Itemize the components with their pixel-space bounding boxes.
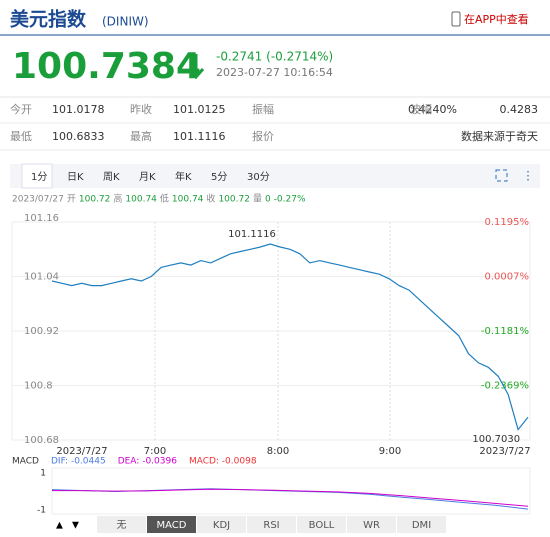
- price-line: [51, 243, 529, 431]
- indicator-tab-label: KDJ: [213, 520, 230, 531]
- tab[interactable]: 1分: [31, 171, 47, 183]
- indicator-tab[interactable]: [247, 516, 296, 533]
- macd-tick: 1: [40, 469, 46, 479]
- stat-label: 振幅: [252, 102, 274, 116]
- change: -0.2741 (-0.2714%): [216, 50, 333, 64]
- y-tick-label: 101.04: [24, 272, 59, 283]
- min-label: 100.7030: [472, 434, 520, 445]
- stat-value: 0.4283: [500, 103, 539, 116]
- indicator-tab-label: DMI: [412, 520, 431, 531]
- x-tick-label: 8:00: [267, 446, 289, 457]
- macd-tick: -1: [37, 506, 46, 516]
- stat-label: 报价: [252, 129, 274, 143]
- arrow-down[interactable]: ▼: [72, 521, 79, 531]
- info-item: 量: [253, 194, 262, 205]
- app-link[interactable]: 在APP中查看: [464, 12, 529, 26]
- down-arrow: [187, 54, 205, 80]
- stat-label: 最高: [130, 129, 152, 143]
- max-label: 101.1116: [228, 229, 276, 240]
- stat-value: 101.0125: [173, 103, 226, 116]
- macd-label: MACD: -0.0098: [189, 457, 257, 467]
- info-item: 100.72: [218, 195, 250, 205]
- macd-label: DIF: -0.0445: [51, 457, 106, 467]
- indicator-tab[interactable]: [97, 516, 146, 533]
- indicator-tab-label: WR: [363, 520, 380, 531]
- stat-value: 数据来源于奇天: [461, 129, 538, 143]
- x-tick-label: 9:00: [379, 446, 401, 457]
- indicator-tab[interactable]: [297, 516, 346, 533]
- info-item: -0.27%: [274, 195, 306, 205]
- stat-label: 最低: [10, 130, 32, 143]
- info-item: 高: [113, 193, 122, 205]
- x-tick-label: 2023/7/27: [479, 446, 530, 457]
- y-tick-label: 100.8: [24, 381, 53, 392]
- info-item: 开: [67, 194, 76, 205]
- info-item: 100.74: [125, 195, 157, 205]
- x-tick-label: 2023/7/27: [56, 446, 107, 457]
- y-tick-label: 101.16: [24, 213, 59, 224]
- fullscreen-icon[interactable]: [495, 169, 508, 182]
- code: (DINIW): [102, 15, 149, 29]
- info-item: 2023/07/27: [12, 195, 64, 205]
- y-tick-label: 100.92: [24, 326, 59, 337]
- stat-value: 100.6833: [52, 130, 105, 143]
- stat-value: 101.1116: [173, 130, 226, 143]
- indicator-tab[interactable]: [347, 516, 396, 533]
- y2-tick-label: -0.2369%: [481, 381, 529, 392]
- dif-line: [51, 488, 529, 510]
- info-item: 100.74: [172, 195, 204, 205]
- y2-tick-label: 0.1195%: [485, 217, 530, 228]
- y-tick-label: 100.68: [24, 435, 59, 446]
- indicator-tab[interactable]: [197, 516, 246, 533]
- tab[interactable]: 年K: [175, 170, 192, 183]
- indicator-tab-label: MACD: [157, 520, 187, 531]
- info-item: 100.72: [79, 195, 111, 205]
- info-item: 低: [160, 193, 169, 205]
- macd-label: DEA: -0.0396: [118, 457, 178, 467]
- info-item: 收: [206, 193, 215, 205]
- indicator-tab-label: 无: [117, 520, 127, 531]
- x-tick-label: 7:00: [144, 446, 166, 457]
- phone-icon: [451, 11, 461, 27]
- stat-label: 今开: [10, 102, 32, 116]
- info-item: 0: [265, 195, 271, 205]
- tab[interactable]: 30分: [247, 171, 270, 183]
- y2-tick-label: -0.1181%: [481, 326, 529, 337]
- arrow-up[interactable]: ▲: [56, 521, 63, 531]
- indicator-tab-label: BOLL: [309, 520, 335, 531]
- tab-active: [21, 163, 53, 189]
- stat-value: 0.4240%: [408, 103, 457, 116]
- tab[interactable]: 周K: [103, 171, 120, 183]
- menu-icon[interactable]: ⋮: [522, 169, 534, 183]
- tab[interactable]: 5分: [211, 171, 227, 183]
- indicator-tab[interactable]: [147, 516, 196, 533]
- tab[interactable]: 日K: [67, 172, 84, 183]
- tab[interactable]: 月K: [139, 171, 156, 183]
- indicator-tab[interactable]: [397, 516, 446, 533]
- stat-value: 101.0178: [52, 103, 105, 116]
- y2-tick-label: 0.0007%: [485, 272, 530, 283]
- time: 2023-07-27 10:16:54: [216, 66, 333, 79]
- tab-bar: [10, 164, 540, 188]
- macd-label: MACD: [12, 457, 39, 467]
- title: 美元指数: [10, 8, 87, 31]
- stat-label: 昨收: [130, 102, 152, 116]
- indicator-tab-label: RSI: [263, 520, 279, 531]
- dea-line: [52, 488, 529, 507]
- stat-label: 波幅: [410, 103, 432, 116]
- price: 100.7384: [12, 46, 201, 87]
